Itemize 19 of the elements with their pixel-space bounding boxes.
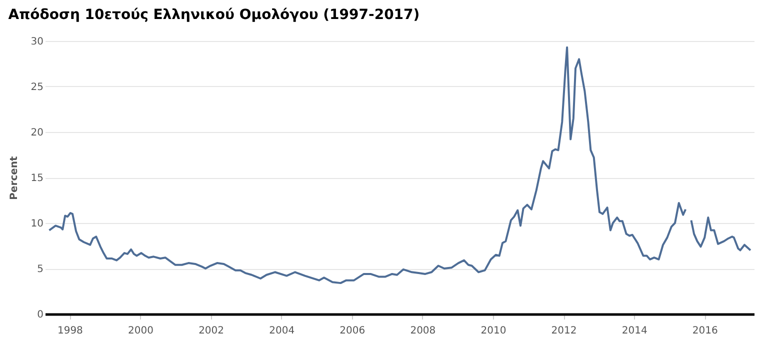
x-tick-label: 1998 [57, 326, 83, 336]
y-tick-label: 30 [30, 36, 44, 48]
x-tick-label: 2008 [410, 326, 436, 336]
x-tick-label: 2004 [269, 326, 295, 336]
y-tick-label: 15 [30, 173, 44, 184]
x-tick-label: 2010 [480, 326, 506, 336]
x-tick-label: 2012 [551, 326, 577, 336]
chart-title: Απόδοση 10ετούς Ελληνικού Ομολόγου (1997-2017) [8, 7, 420, 23]
y-axis-title: Percent [8, 156, 20, 200]
y-tick-label: 10 [30, 218, 44, 230]
x-tick-label: 2016 [692, 326, 718, 336]
y-tick-label: 25 [30, 82, 44, 93]
y-tick-label: 0 [37, 310, 44, 320]
x-tick-label: 2002 [198, 326, 224, 336]
y-tick-label: 5 [37, 264, 44, 275]
x-tick-label: 2000 [128, 326, 154, 336]
y-tick-label: 20 [30, 128, 44, 138]
x-tick-label: 2006 [340, 326, 366, 336]
x-tick-label: 2014 [622, 326, 648, 336]
